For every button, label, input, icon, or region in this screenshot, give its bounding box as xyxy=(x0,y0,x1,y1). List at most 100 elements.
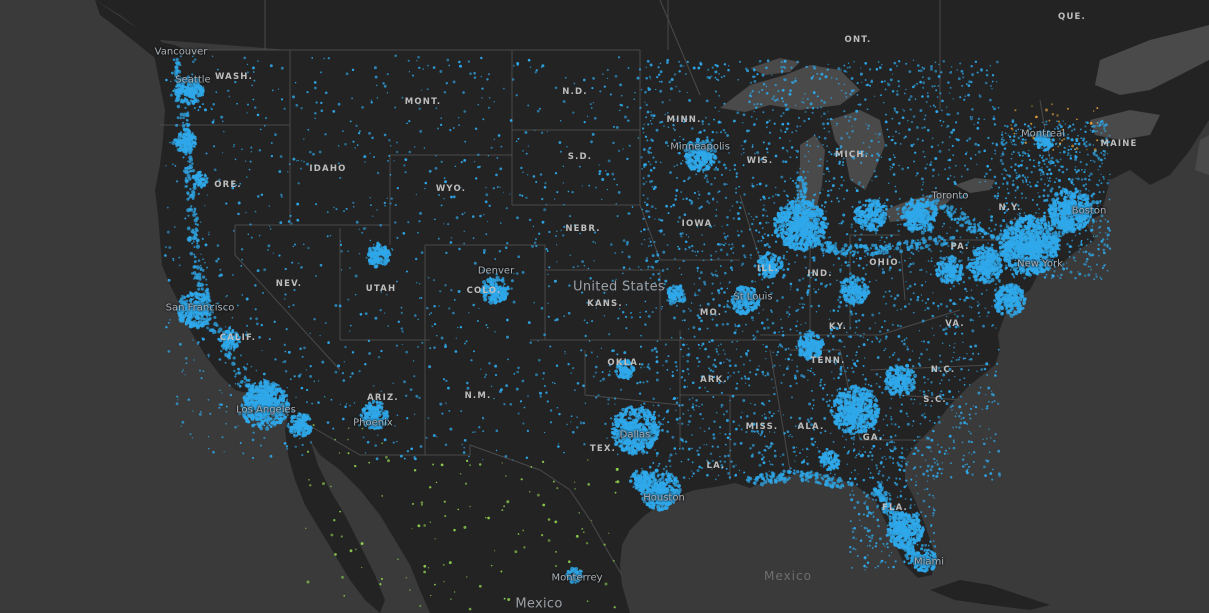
data-dot xyxy=(1106,238,1109,240)
baja-peninsula xyxy=(285,405,385,613)
data-dot xyxy=(841,264,843,266)
data-dot xyxy=(637,137,640,139)
data-dot xyxy=(890,418,893,421)
data-dot xyxy=(344,405,347,408)
data-dot xyxy=(554,86,558,90)
data-dot xyxy=(218,274,222,278)
data-dot xyxy=(878,197,881,199)
data-dot xyxy=(954,164,957,167)
data-dot xyxy=(948,158,952,162)
data-dot xyxy=(774,83,777,87)
data-dot xyxy=(717,353,720,356)
data-dot xyxy=(827,111,829,113)
data-dot xyxy=(945,371,948,374)
data-dot xyxy=(909,298,913,301)
data-dot xyxy=(358,252,361,255)
data-dot xyxy=(806,140,809,143)
data-dot xyxy=(463,211,466,214)
data-dot xyxy=(977,150,981,154)
data-dot xyxy=(732,371,736,374)
data-dot xyxy=(836,388,839,391)
data-dot xyxy=(545,248,548,251)
data-dot xyxy=(740,355,742,358)
data-dot xyxy=(313,81,317,84)
data-dot xyxy=(724,433,727,436)
data-dot xyxy=(913,452,916,456)
data-dot xyxy=(420,501,424,504)
data-dot xyxy=(807,379,809,381)
data-dot xyxy=(682,440,685,443)
data-dot xyxy=(608,363,612,367)
data-dot xyxy=(1000,140,1004,144)
data-dot xyxy=(468,455,470,458)
data-dot xyxy=(703,430,706,433)
data-dot xyxy=(592,101,595,104)
data-dot xyxy=(884,120,888,124)
data-dot xyxy=(270,154,274,158)
data-dot xyxy=(985,69,988,72)
data-dot xyxy=(402,231,406,235)
data-dot xyxy=(452,80,456,84)
data-dot xyxy=(608,532,610,534)
data-dot xyxy=(823,127,826,130)
data-dot xyxy=(1061,170,1065,174)
data-dot xyxy=(766,215,769,218)
data-dot xyxy=(681,447,685,450)
data-dot xyxy=(375,457,379,461)
data-dot xyxy=(472,431,474,433)
data-dot xyxy=(417,524,421,528)
data-dot xyxy=(769,445,772,448)
data-dot xyxy=(235,184,238,187)
data-dot xyxy=(864,569,866,571)
data-dot xyxy=(1070,182,1073,185)
data-dot xyxy=(843,179,845,182)
data-dot xyxy=(1104,218,1107,221)
data-dot xyxy=(906,287,909,290)
data-dot xyxy=(617,149,621,153)
data-dot xyxy=(506,500,510,504)
data-dot xyxy=(544,182,547,185)
data-dot xyxy=(976,126,980,130)
data-dot xyxy=(681,422,684,425)
data-dot xyxy=(487,155,490,157)
data-dot xyxy=(776,350,780,354)
data-dot xyxy=(812,372,814,374)
data-dot xyxy=(822,465,825,468)
data-dot xyxy=(1014,163,1017,166)
data-dot xyxy=(935,89,938,92)
data-dot xyxy=(715,350,719,353)
data-dot xyxy=(715,478,717,481)
data-dot xyxy=(1087,153,1089,156)
data-dot xyxy=(532,225,535,228)
data-dot xyxy=(640,363,644,366)
data-dot xyxy=(1019,135,1023,138)
data-dot xyxy=(392,382,394,385)
data-dot xyxy=(647,174,651,178)
data-dot xyxy=(780,129,782,131)
data-dot xyxy=(997,192,1000,195)
data-dot xyxy=(926,195,929,198)
data-dot xyxy=(609,93,612,96)
data-dot xyxy=(698,277,701,280)
data-dot xyxy=(957,358,960,361)
data-dot xyxy=(374,444,378,447)
data-dot xyxy=(450,236,453,239)
data-dot xyxy=(921,340,923,343)
data-dot xyxy=(727,454,730,457)
data-dot xyxy=(576,426,579,429)
data-dot xyxy=(1051,113,1055,116)
data-dot xyxy=(989,472,993,475)
data-dot xyxy=(752,218,755,221)
data-dot xyxy=(911,85,915,89)
data-dot xyxy=(916,449,920,453)
data-dot xyxy=(938,174,940,176)
data-dot xyxy=(641,467,643,470)
data-dot xyxy=(680,460,683,463)
data-dot xyxy=(685,234,688,236)
data-dot xyxy=(845,304,848,307)
data-dot xyxy=(640,243,643,245)
data-dot xyxy=(717,191,720,194)
data-dot xyxy=(552,480,555,483)
